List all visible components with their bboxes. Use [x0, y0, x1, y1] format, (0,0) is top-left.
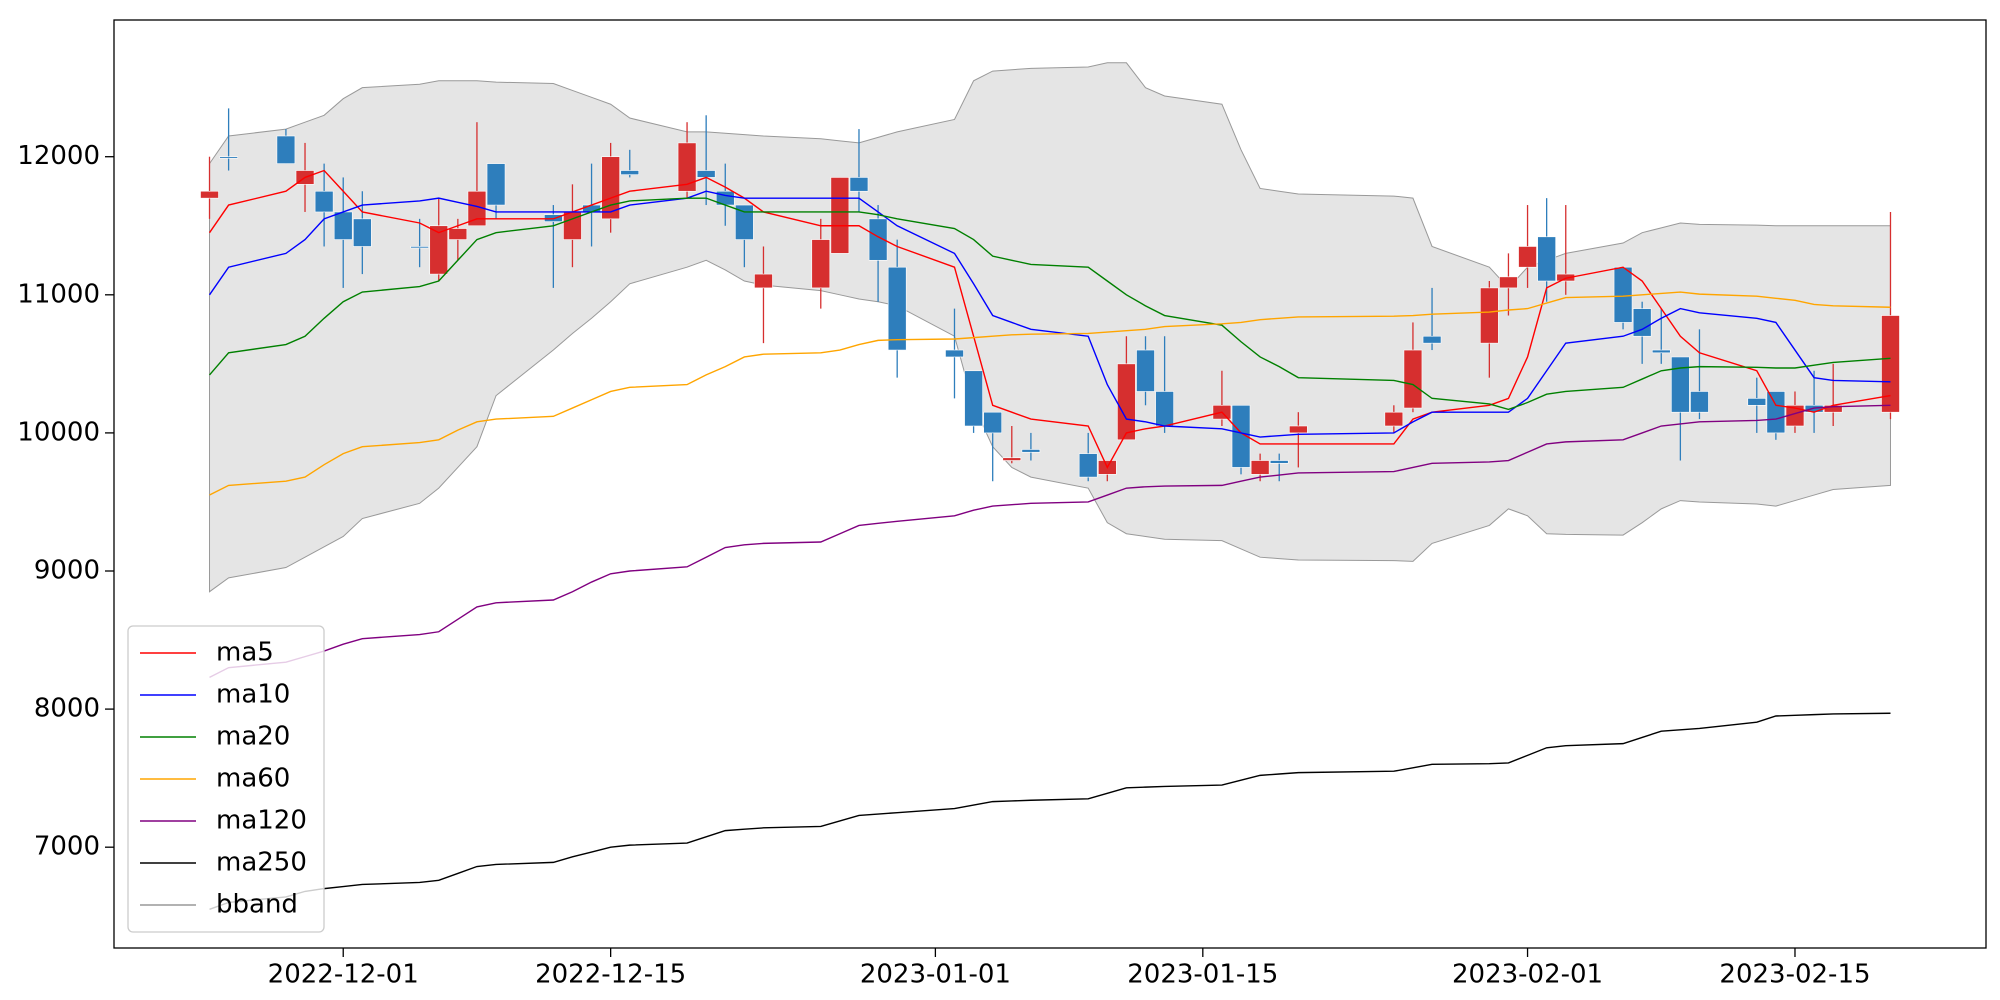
candle-body: [1613, 266, 1633, 323]
candle-body: [1155, 391, 1174, 427]
candle-body: [1881, 315, 1900, 413]
plot-area: [200, 62, 1900, 910]
candle-body: [601, 156, 620, 220]
candle-body: [754, 273, 773, 289]
candle-body: [333, 211, 353, 240]
candle-body: [677, 142, 697, 192]
candle-body: [314, 190, 334, 213]
candle-body: [1499, 276, 1518, 289]
ma-line: [209, 712, 1891, 910]
candle-body: [811, 239, 831, 289]
x-tick-label: 2023-01-01: [860, 960, 1011, 990]
candle-body: [1021, 449, 1041, 453]
candle-body: [448, 228, 468, 240]
candle-body: [353, 218, 372, 247]
x-tick-label: 2022-12-15: [535, 960, 686, 990]
candle-body: [1231, 404, 1251, 468]
candle-body: [1632, 308, 1652, 337]
candle-body: [1480, 287, 1499, 344]
ma-line: [208, 169, 1891, 469]
candle-body: [1136, 349, 1155, 392]
candle-body: [200, 190, 219, 199]
legend-label: ma120: [216, 806, 307, 836]
ma-line: [209, 404, 1891, 678]
candle-body: [1747, 398, 1767, 406]
y-tick-label: 9000: [34, 556, 100, 586]
candle-body: [486, 163, 506, 206]
bband-area: [209, 62, 1891, 593]
candle-body: [1518, 246, 1537, 268]
legend-label: ma20: [216, 722, 290, 752]
candle-body: [830, 177, 850, 254]
candle-body: [1269, 460, 1289, 464]
candle-body: [1651, 349, 1671, 354]
candle-body: [735, 204, 754, 240]
candle-body: [887, 266, 907, 351]
candle-body: [1690, 391, 1709, 413]
legend-label: ma5: [216, 638, 274, 668]
candle-body: [1002, 457, 1022, 461]
ma-line: [209, 291, 1891, 496]
y-tick-label: 12000: [17, 141, 100, 171]
legend-label: bband: [216, 890, 298, 920]
plot-frame: [113, 19, 1987, 949]
legend-label: ma10: [216, 680, 290, 710]
y-tick-label: 10000: [17, 417, 100, 447]
candle-body: [1078, 453, 1098, 478]
candle-body: [1384, 411, 1404, 427]
x-tick-label: 2023-02-01: [1452, 960, 1603, 990]
candle-body: [849, 177, 869, 192]
candle-body: [1766, 391, 1786, 434]
candle-body: [696, 170, 716, 178]
x-tick-label: 2023-01-15: [1127, 960, 1278, 990]
candle-body: [219, 156, 238, 159]
candle-body: [620, 170, 640, 175]
candle-body: [410, 246, 429, 249]
candle-body: [1117, 363, 1136, 441]
candle-body: [1537, 236, 1556, 282]
candle-body: [868, 218, 888, 261]
y-tick-label: 11000: [17, 279, 100, 309]
candle-body: [582, 204, 601, 213]
legend-box: [127, 625, 325, 933]
candle-body: [429, 225, 449, 275]
y-tick-label: 8000: [34, 694, 100, 724]
candle-body: [1289, 425, 1308, 434]
ma-line: [208, 197, 1891, 411]
y-tick-label: 7000: [34, 832, 100, 862]
candle-body: [964, 370, 983, 427]
legend-label: ma250: [216, 848, 307, 878]
candle-body: [983, 411, 1002, 434]
candle-body: [945, 349, 964, 358]
legend-label: ma60: [216, 764, 290, 794]
x-tick-label: 2022-12-01: [268, 960, 419, 990]
candle-body: [1671, 356, 1690, 413]
candle-body: [1422, 335, 1442, 344]
candle-body: [276, 135, 296, 164]
ma-line: [208, 190, 1891, 438]
candle-body: [1403, 349, 1423, 409]
x-tick-label: 2023-02-15: [1719, 960, 1870, 990]
candle-body: [1250, 460, 1270, 475]
